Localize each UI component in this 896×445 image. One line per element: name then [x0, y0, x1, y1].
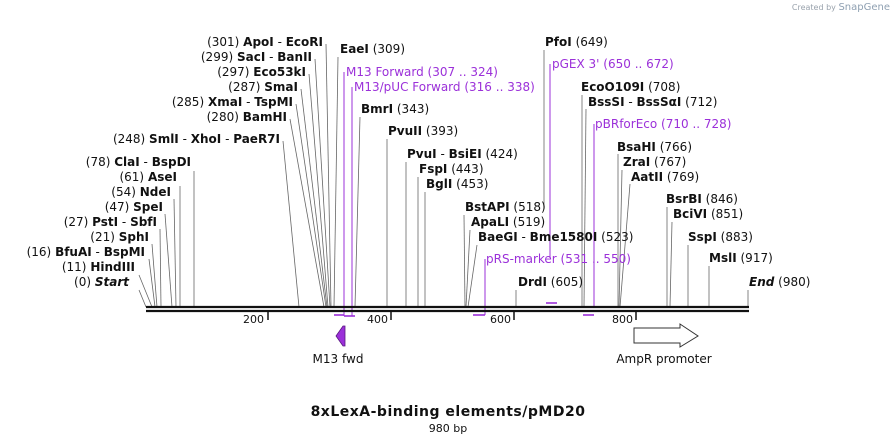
feature-ampr-promoter[interactable]: AmpR promoter [616, 323, 712, 366]
site-label-sphi[interactable]: (21) SphI [90, 230, 149, 244]
site-label-smli[interactable]: (248) SmlI - XhoI - PaeR7I [113, 132, 280, 146]
primer-label-prs-marker[interactable]: pRS-marker (531 .. 550) [486, 252, 631, 266]
right-site-labels: EaeI (309) BmrI (343) PvuII (393) PvuI -… [340, 35, 810, 289]
start-label: (0) Start [74, 275, 130, 289]
site-label-bfuai[interactable]: (16) BfuAI - BspMI [27, 245, 145, 259]
tick-label: 600 [490, 313, 511, 326]
m13-fwd-arrow-icon [335, 325, 346, 347]
primer-label-pbrforeco[interactable]: pBRforEco (710 .. 728) [595, 117, 731, 131]
feature-label: M13 fwd [313, 352, 364, 366]
site-label-apoi[interactable]: (301) ApoI - EcoRI [207, 35, 323, 49]
site-label-xmai[interactable]: (285) XmaI - TspMI [172, 95, 293, 109]
site-label-bstapi[interactable]: BstAPI (518) [465, 200, 546, 214]
primer-label-m13-puc-forward[interactable]: M13/pUC Forward (316 .. 338) [354, 80, 535, 94]
site-label-bcivi[interactable]: BciVI (851) [673, 207, 743, 221]
tick-label: 200 [243, 313, 264, 326]
site-label-saci[interactable]: (299) SacI - BanII [201, 50, 312, 64]
ampr-promoter-arrow-icon [633, 323, 699, 348]
primer-bars [334, 302, 594, 317]
left-site-labels: (301) ApoI - EcoRI (299) SacI - BanII (2… [27, 35, 323, 289]
primer-labels: M13 Forward (307 .. 324) M13/pUC Forward… [346, 57, 731, 266]
site-label-hindiii[interactable]: (11) HindIII [62, 260, 135, 274]
site-label-baegi[interactable]: BaeGI - Bme1580I (523) [478, 230, 633, 244]
end-label: End (980) [749, 275, 810, 289]
site-label-bgli[interactable]: BglI (453) [426, 177, 488, 191]
map-title: 8xLexA-binding elements/pMD20 [310, 404, 586, 420]
feature-label: AmpR promoter [616, 352, 711, 366]
site-label-eco53ki[interactable]: (297) Eco53kI [217, 65, 306, 79]
site-label-ecoo109i[interactable]: EcoO109I (708) [581, 80, 680, 94]
credit-prefix: Created by [791, 3, 836, 12]
site-label-zrai[interactable]: ZraI (767) [623, 155, 686, 169]
snapgene-logo: SnapGene [838, 2, 890, 13]
site-label-aatii[interactable]: AatII (769) [631, 170, 699, 184]
snapgene-credit: Created by SnapGene [792, 2, 890, 13]
site-label-drdi[interactable]: DrdI (605) [518, 275, 583, 289]
site-label-spei[interactable]: (47) SpeI [105, 200, 163, 214]
dna-backbone [146, 305, 749, 313]
tick-label: 800 [612, 313, 633, 326]
site-label-pvuii[interactable]: PvuII (393) [388, 124, 458, 138]
site-label-psti[interactable]: (27) PstI - SbfI [64, 215, 157, 229]
site-label-clai[interactable]: (78) ClaI - BspDI [86, 155, 191, 169]
site-label-bsssi[interactable]: BssSI - BssSαI (712) [588, 95, 717, 109]
site-label-msli[interactable]: MslI (917) [709, 251, 773, 265]
site-label-bsrbi[interactable]: BsrBI (846) [666, 192, 738, 206]
tick-label: 400 [367, 313, 388, 326]
site-label-pfoi[interactable]: PfoI (649) [545, 35, 608, 49]
feature-m13-fwd[interactable]: M13 fwd [313, 325, 364, 366]
site-label-sspi[interactable]: SspI (883) [688, 230, 753, 244]
site-label-apali[interactable]: ApaLI (519) [471, 215, 545, 229]
scale-ticks: 200 400 600 800 [243, 311, 637, 326]
site-label-bamhi[interactable]: (280) BamHI [207, 110, 287, 124]
primer-label-pgex3[interactable]: pGEX 3' (650 .. 672) [552, 57, 674, 71]
site-leader-lines [138, 43, 749, 308]
primer-leader-lines [343, 64, 595, 316]
site-label-asei[interactable]: (61) AseI [119, 170, 177, 184]
site-label-bsahi[interactable]: BsaHI (766) [617, 140, 692, 154]
site-label-pvui[interactable]: PvuI - BsiEI (424) [407, 147, 518, 161]
site-label-fspi[interactable]: FspI (443) [419, 162, 484, 176]
site-label-eaei[interactable]: EaeI (309) [340, 42, 405, 56]
site-label-bmri[interactable]: BmrI (343) [361, 102, 429, 116]
site-label-ndei[interactable]: (54) NdeI [111, 185, 171, 199]
primer-label-m13-forward[interactable]: M13 Forward (307 .. 324) [346, 65, 498, 79]
map-length: 980 bp [428, 422, 468, 435]
site-label-smai[interactable]: (287) SmaI [228, 80, 298, 94]
